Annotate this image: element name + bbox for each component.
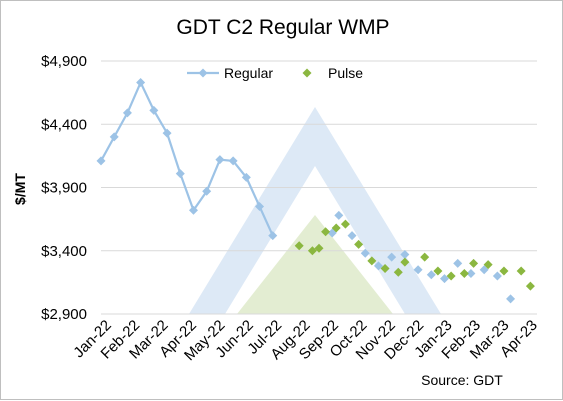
data-point	[307, 246, 317, 256]
data-point	[215, 155, 225, 165]
data-point	[321, 227, 331, 237]
data-point	[373, 261, 383, 271]
data-point	[516, 266, 526, 276]
data-point	[426, 270, 436, 280]
data-point	[334, 210, 344, 220]
data-point	[393, 267, 403, 277]
y-tick-label: $2,900	[41, 306, 87, 323]
y-tick-label: $4,400	[41, 116, 87, 133]
data-point	[136, 78, 146, 88]
data-point	[327, 228, 337, 238]
data-point	[466, 269, 476, 279]
data-point	[188, 205, 198, 215]
data-point	[469, 258, 479, 268]
data-point	[340, 219, 350, 229]
series-regular-0	[96, 78, 278, 241]
data-point	[149, 105, 159, 115]
data-point	[483, 260, 493, 270]
legend-marker	[198, 68, 208, 78]
data-point	[433, 266, 443, 276]
data-point	[459, 269, 469, 279]
data-point	[175, 169, 185, 179]
series-line	[100, 79, 274, 237]
data-point	[268, 231, 278, 241]
legend: Regular Pulse	[187, 65, 363, 81]
data-point	[400, 257, 410, 267]
data-point	[453, 258, 463, 268]
data-point	[96, 156, 106, 166]
legend-label: Pulse	[328, 65, 363, 81]
legend-label: Regular	[224, 65, 273, 81]
y-axis-label: $/MT	[12, 173, 28, 205]
data-point	[499, 266, 509, 276]
data-point	[492, 271, 502, 281]
legend-item-pulse: Pulse	[302, 65, 363, 81]
data-point	[446, 271, 456, 281]
data-point	[479, 265, 489, 275]
data-point	[347, 231, 357, 241]
data-point	[241, 172, 251, 182]
axes: $2,900$3,400$3,900$4,400$4,900Jan-22Feb-…	[41, 53, 541, 364]
data-point	[294, 241, 304, 251]
data-point	[255, 201, 265, 211]
data-point	[314, 243, 324, 253]
data-point	[354, 239, 364, 249]
data-point	[380, 263, 390, 273]
data-point	[109, 132, 119, 142]
data-point	[440, 274, 450, 284]
legend-item-regular: Regular	[187, 65, 273, 81]
data-point	[367, 256, 377, 266]
data-point	[525, 281, 535, 291]
data-point	[413, 265, 423, 275]
data-point	[420, 252, 430, 262]
series-regular-1	[327, 210, 516, 304]
y-tick-label: $3,400	[41, 243, 87, 260]
series-pulse-2	[294, 219, 535, 291]
chart-title: GDT C2 Regular WMP	[176, 16, 389, 39]
data-point	[387, 252, 397, 262]
source-note: Source: GDT	[421, 372, 503, 388]
y-tick-label: $4,900	[41, 53, 87, 70]
y-tick-label: $3,900	[41, 180, 87, 197]
data-point	[331, 223, 341, 233]
data-point	[162, 128, 172, 138]
data-point	[400, 250, 410, 260]
data-point	[506, 294, 516, 304]
series-layer	[96, 78, 535, 304]
data-point	[202, 186, 212, 196]
legend-marker	[302, 68, 312, 78]
watermark-green-triangle	[237, 215, 393, 314]
data-point	[122, 108, 132, 118]
data-point	[228, 156, 238, 166]
data-point	[360, 248, 370, 258]
watermark-logo	[189, 107, 441, 314]
